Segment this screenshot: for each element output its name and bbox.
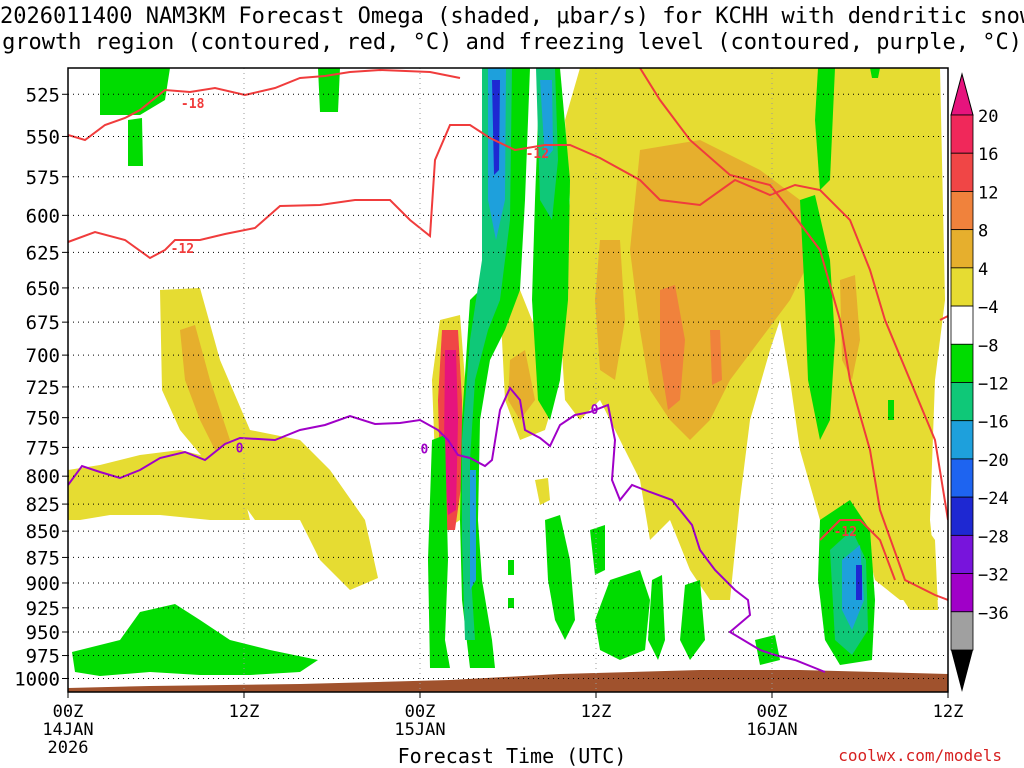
grid-lines (68, 68, 948, 692)
colorbar-top-triangle (950, 72, 974, 116)
colorbar-swatch (950, 573, 974, 613)
colorbar-label: −8 (978, 336, 998, 356)
colorbar-swatch (950, 496, 974, 536)
colorbar-swatch (950, 229, 974, 269)
y-tick-label: 750 (26, 408, 60, 430)
y-tick-label: 925 (26, 598, 60, 620)
contour-label: -18 (181, 97, 205, 112)
y-tick-label: 700 (26, 345, 60, 367)
y-tick-label: 950 (26, 622, 60, 644)
y-tick-label: 675 (26, 312, 60, 334)
freezing-level-contour (68, 386, 826, 673)
colorbar-label: 16 (978, 145, 998, 165)
colorbar-label: −16 (978, 413, 1009, 433)
colorbar-swatch (950, 382, 974, 422)
colorbar-label: −4 (978, 298, 998, 318)
colorbar-swatch (950, 267, 974, 307)
y-tick-label: 975 (26, 646, 60, 668)
contour-label: -12 (526, 147, 549, 162)
colorbar-swatch (950, 191, 974, 231)
dendritic-growth-contours (68, 68, 948, 601)
contour-label: 0 (591, 403, 599, 418)
y-tick-label: 525 (26, 84, 60, 106)
colorbar-label: −28 (978, 527, 1009, 547)
colorbar-swatch (950, 152, 974, 192)
credit-text: coolwx.com/models (838, 746, 1002, 765)
colorbar-label: −24 (978, 489, 1009, 509)
y-tick-label: 900 (26, 573, 60, 595)
y-tick-label: 575 (26, 167, 60, 189)
x-tick-label: 14JAN (42, 720, 93, 740)
shaded-field (68, 68, 948, 692)
y-tick-label: 825 (26, 494, 60, 516)
colorbar-label: 8 (978, 222, 988, 242)
colorbar-swatch (950, 534, 974, 574)
x-tick-label: 00Z (53, 702, 84, 722)
y-axis: 525 550 575 600 625 650 675 700 725 750 775 800 825 8… (14, 84, 68, 691)
colorbar-legend: 20 16 12 8 4 −4 −8 −12 −16 −20 −24 −28 −32 −36 (950, 72, 1009, 692)
chart-title: 2026011400 NAM3KM Forecast Omega (shaded… (0, 4, 1024, 56)
title-line-1: 2026011400 NAM3KM Forecast Omega (shaded… (0, 4, 1024, 29)
colorbar-label: −36 (978, 604, 1009, 624)
x-tick-label: 00Z (405, 702, 436, 722)
contour-label: -12 (834, 525, 857, 540)
omega-positive-12-16 (660, 285, 722, 410)
x-tick-label: 2026 (48, 738, 89, 758)
y-tick-label: 875 (26, 547, 60, 569)
colorbar-swatch (950, 343, 974, 383)
colorbar-swatch (950, 305, 974, 345)
x-tick-label: 12Z (933, 702, 964, 722)
colorbar-swatch (950, 458, 974, 498)
colorbar-label: 12 (978, 183, 998, 203)
x-tick-label: 12Z (229, 702, 260, 722)
contour-labels: -18 -12 -12 -12 0 0 0 (171, 97, 857, 540)
colorbar-label: −32 (978, 566, 1009, 586)
colorbar-bottom-triangle (951, 650, 973, 692)
contour-label: -12 (171, 242, 194, 257)
colorbar-label: −12 (978, 375, 1009, 395)
y-tick-label: 650 (26, 278, 60, 300)
y-tick-label: 725 (26, 377, 60, 399)
x-tick-label: 12Z (581, 702, 612, 722)
x-axis-label: Forecast Time (UTC) (397, 744, 627, 768)
colorbar-swatch (950, 611, 974, 651)
colorbar-swatch (950, 420, 974, 460)
colorbar-label: 4 (978, 260, 988, 280)
y-tick-label: 800 (26, 466, 60, 488)
y-tick-label: 550 (26, 126, 60, 148)
x-tick-label: 00Z (757, 702, 788, 722)
title-line-2: growth region (contoured, red, °C) and f… (2, 30, 1022, 55)
colorbar-label: −20 (978, 451, 1009, 471)
y-tick-label: 600 (26, 205, 60, 227)
y-tick-label: 775 (26, 437, 60, 459)
colorbar-swatch (950, 114, 974, 154)
y-tick-label: 625 (26, 242, 60, 264)
x-tick-label: 15JAN (394, 720, 445, 740)
omega-negative-core (492, 80, 862, 600)
y-tick-label: 1000 (14, 669, 60, 691)
contour-label: 0 (236, 441, 244, 456)
y-tick-label: 850 (26, 521, 60, 543)
x-tick-label: 16JAN (746, 720, 797, 740)
colorbar-label: 20 (978, 107, 998, 127)
terrain-shading (68, 670, 948, 692)
plot-frame (67, 67, 949, 693)
contour-label: 0 (420, 443, 428, 458)
